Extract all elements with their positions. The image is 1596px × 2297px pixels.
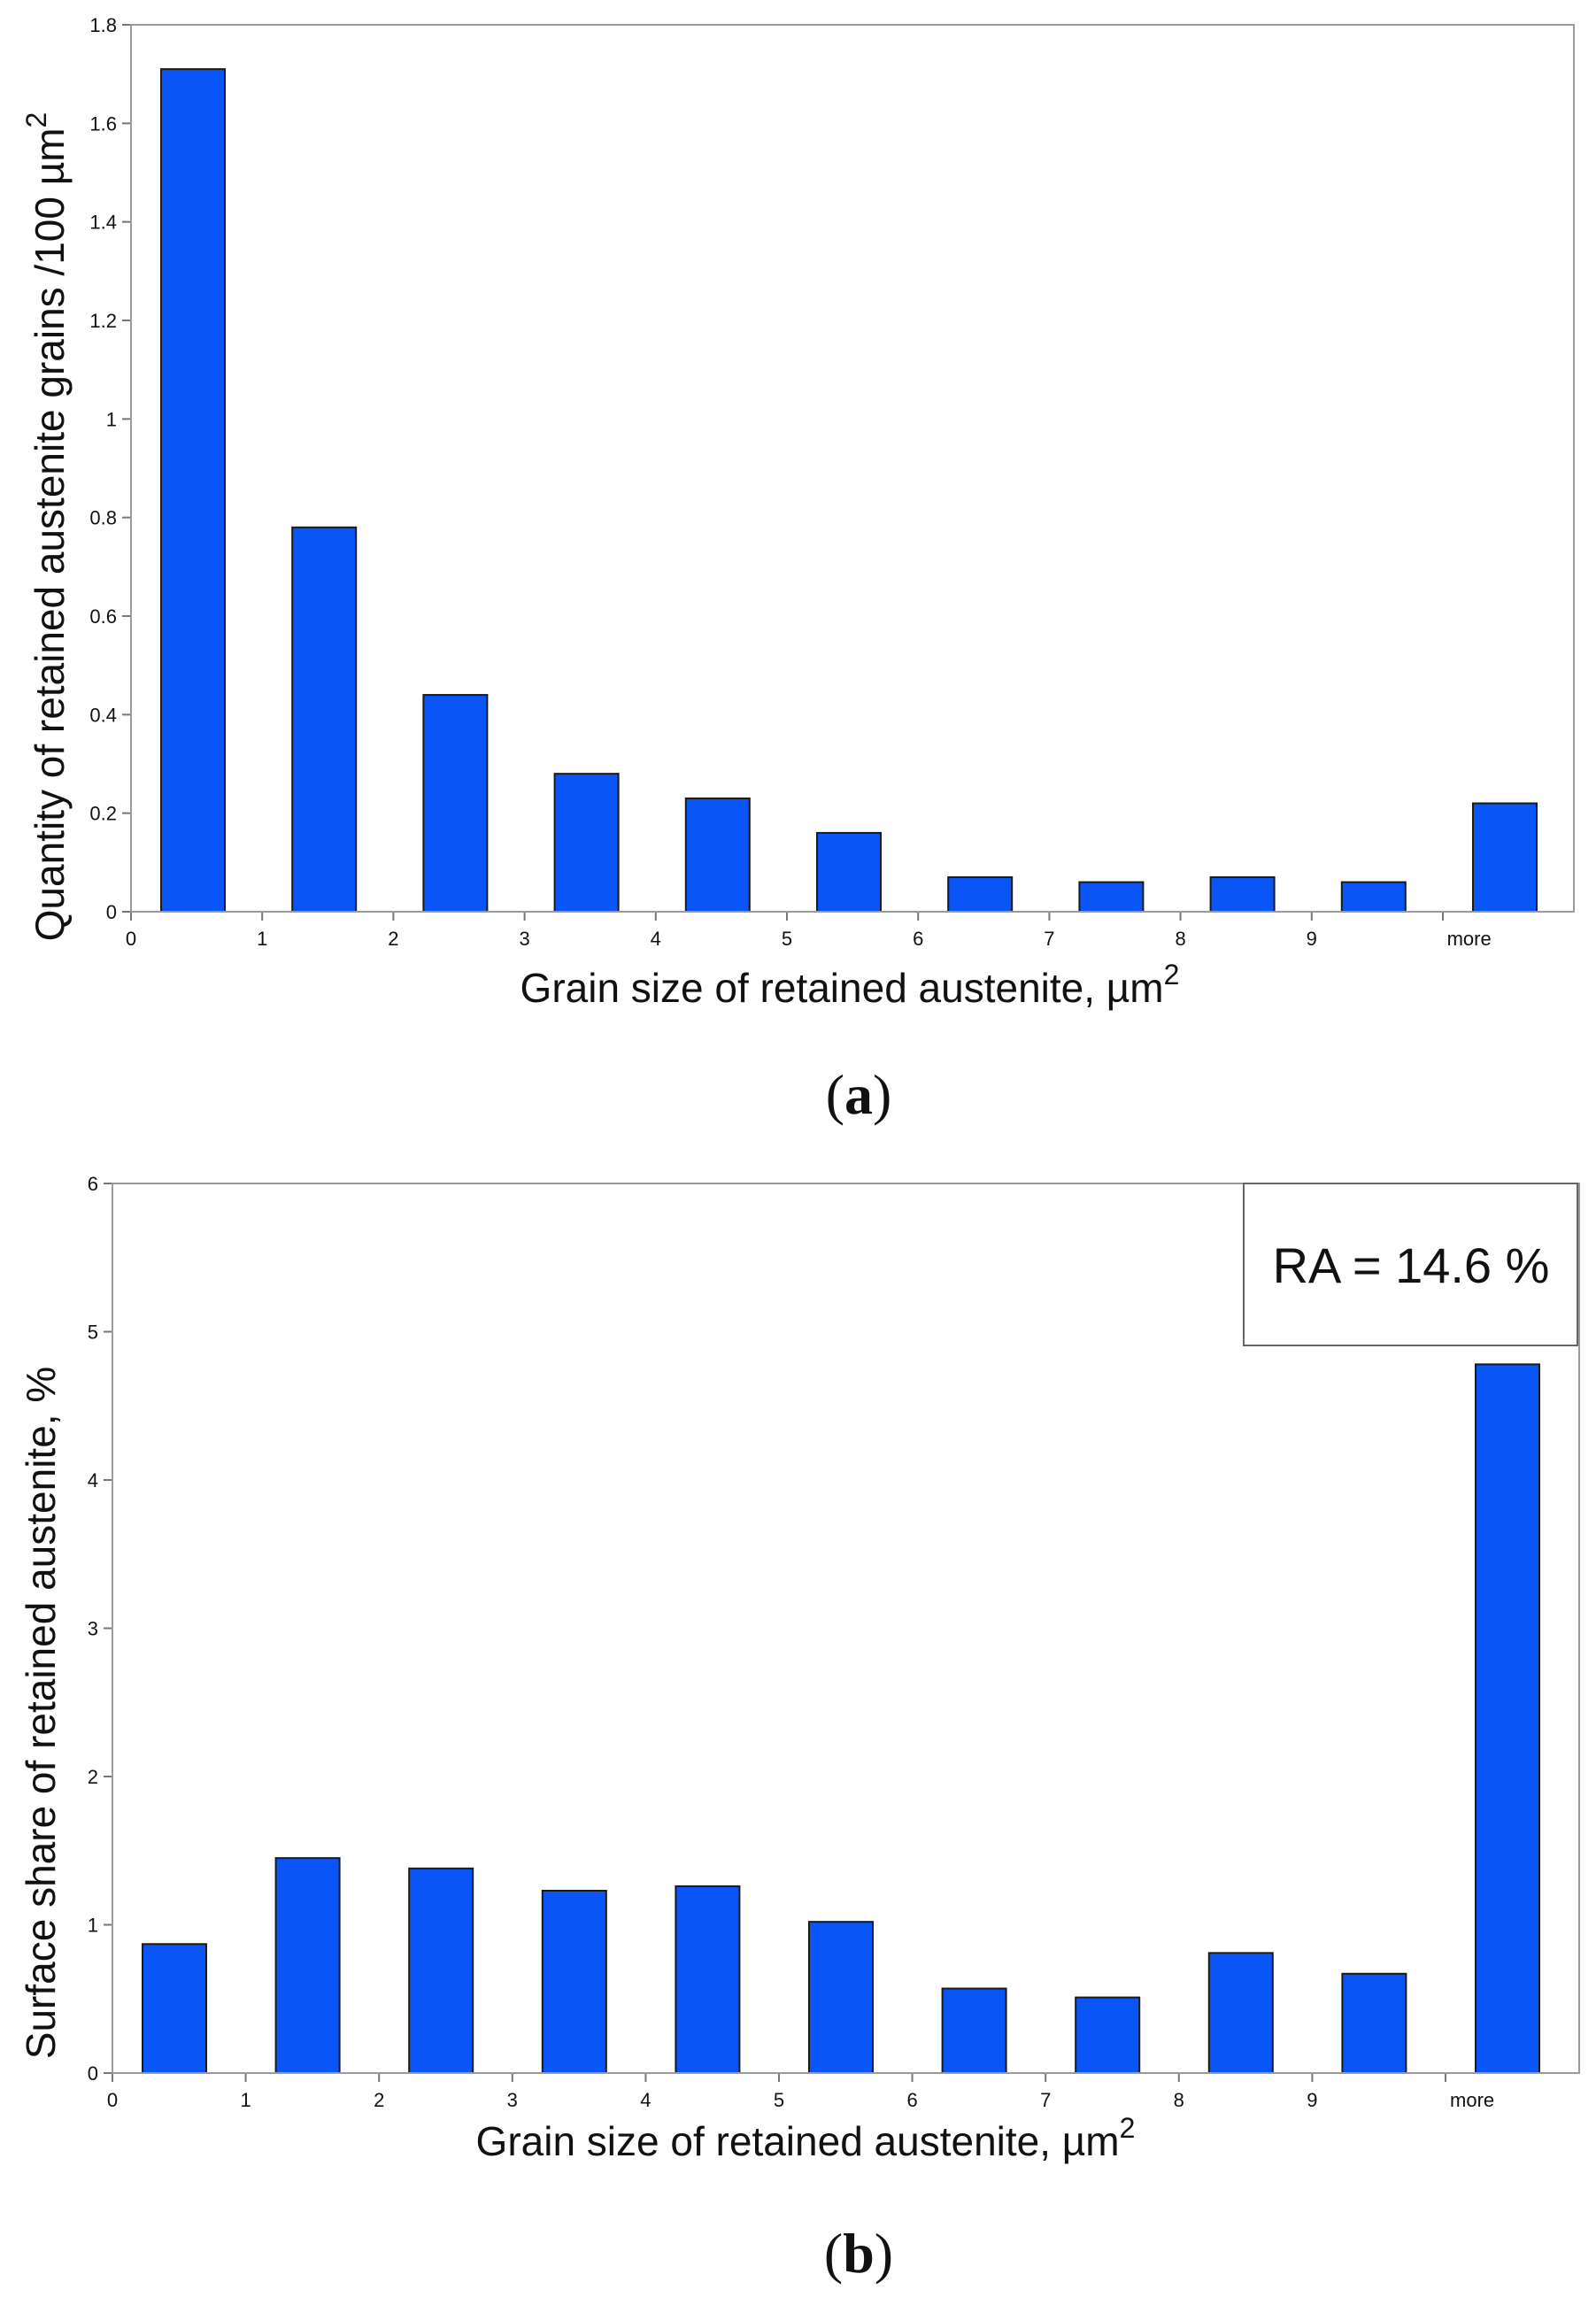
y-tick-label: 0	[106, 901, 117, 923]
x-tick-label: 0	[107, 2089, 118, 2111]
y-tick-label: 4	[88, 1469, 98, 1492]
x-tick-label: 2	[374, 2089, 384, 2111]
bar-2	[408, 1867, 474, 2074]
bar-7	[1075, 1996, 1141, 2075]
bar-9	[1341, 1972, 1407, 2075]
bar-1	[274, 1857, 341, 2074]
bar-chart-b: 0 1 2 3 4 5 6 0 1 2 3 4 5 6 7 8 9 more RA = 14.6 % Surfac…	[18, 1173, 1580, 2285]
bar-7	[1078, 881, 1145, 913]
bar-3	[541, 1889, 607, 2074]
y-tick-label: 1.8	[89, 14, 117, 36]
x-tick-label: 7	[1044, 928, 1054, 950]
bar-6	[947, 876, 1014, 913]
y-tick-label: 0.4	[89, 704, 117, 726]
bar-8	[1207, 1952, 1274, 2075]
bar-4	[675, 1885, 741, 2075]
x-tick-label: 9	[1307, 928, 1317, 950]
y-tick-label: 3	[88, 1618, 98, 1640]
bar-4	[684, 797, 751, 913]
x-axis-label-b: Grain size of retained austenite, µm2	[476, 2112, 1136, 2164]
y-tick-label: 0.8	[89, 507, 117, 529]
plot-area-frame-a	[130, 24, 1575, 913]
bar-more	[1472, 802, 1538, 913]
y-tick-label: 1	[106, 408, 117, 430]
bar-more	[1475, 1363, 1540, 2075]
annotation-box: RA = 14.6 %	[1243, 1183, 1578, 1346]
y-tick-label: 2	[88, 1766, 98, 1788]
bar-0	[142, 1943, 207, 2075]
y-axis-label-a: Quantity of retained austenite grains /1…	[20, 112, 73, 942]
caption-a: (a)	[826, 1063, 892, 1126]
chart-panel-b: 0 1 2 3 4 5 6 0 1 2 3 4 5 6 7 8 9 more RA = 14.6 % Surfac…	[0, 1146, 1596, 2297]
x-tick-label: 0	[126, 928, 136, 950]
y-tick-label: 5	[88, 1322, 98, 1344]
y-tick-label: 1.4	[89, 212, 117, 234]
x-tick-label: more	[1450, 2089, 1494, 2111]
x-tick-label: 5	[774, 2089, 784, 2111]
bar-5	[816, 831, 882, 913]
x-tick-label: 4	[640, 2089, 651, 2111]
x-tick-label: 9	[1307, 2089, 1317, 2111]
bar-1	[291, 526, 358, 913]
bar-2	[422, 694, 489, 913]
x-tick-label: 8	[1175, 928, 1185, 950]
bar-5	[808, 1921, 874, 2075]
x-tick-label: 4	[651, 928, 661, 950]
bar-8	[1209, 876, 1276, 913]
bar-3	[553, 773, 620, 913]
bar-0	[160, 68, 226, 913]
bar-chart-a: 0 0.2 0.4 0.6 0.8 1 1.2 1.4 1.6 1.8 0 1 2 3 4 5 6 7 8 9 more…	[20, 14, 1575, 1126]
bar-9	[1340, 881, 1407, 913]
y-axis-label-b: Surface share of retained austenite, %	[18, 1367, 64, 2059]
x-tick-label: more	[1447, 928, 1492, 950]
y-tick-label: 0.2	[89, 803, 117, 825]
y-tick-label: 1	[88, 1915, 98, 1937]
x-tick-label: 7	[1040, 2089, 1051, 2111]
x-tick-label: 3	[519, 928, 529, 950]
x-tick-label: 1	[240, 2089, 251, 2111]
x-tick-label: 6	[913, 928, 923, 950]
y-tick-label: 1.2	[89, 310, 117, 332]
y-tick-label: 0	[88, 2062, 98, 2085]
y-tick-label: 0.6	[89, 605, 117, 628]
x-tick-label: 6	[906, 2089, 917, 2111]
chart-panel-a: 0 0.2 0.4 0.6 0.8 1 1.2 1.4 1.6 1.8 0 1 2 3 4 5 6 7 8 9 more…	[0, 0, 1596, 1146]
y-tick-label: 1.6	[89, 112, 117, 135]
plot-area-frame-b	[112, 1183, 1580, 2074]
x-axis-label-a: Grain size of retained austenite, µm2	[520, 959, 1180, 1011]
x-tick-label: 8	[1174, 2089, 1184, 2111]
x-tick-label: 2	[388, 928, 398, 950]
bar-6	[941, 1987, 1007, 2075]
annotation-ra: RA = 14.6 %	[1273, 1237, 1550, 1293]
y-tick-label: 6	[88, 1173, 98, 1195]
x-tick-label: 5	[782, 928, 792, 950]
x-tick-label: 3	[507, 2089, 518, 2111]
caption-b: (b)	[824, 2222, 893, 2285]
x-tick-label: 1	[257, 928, 267, 950]
